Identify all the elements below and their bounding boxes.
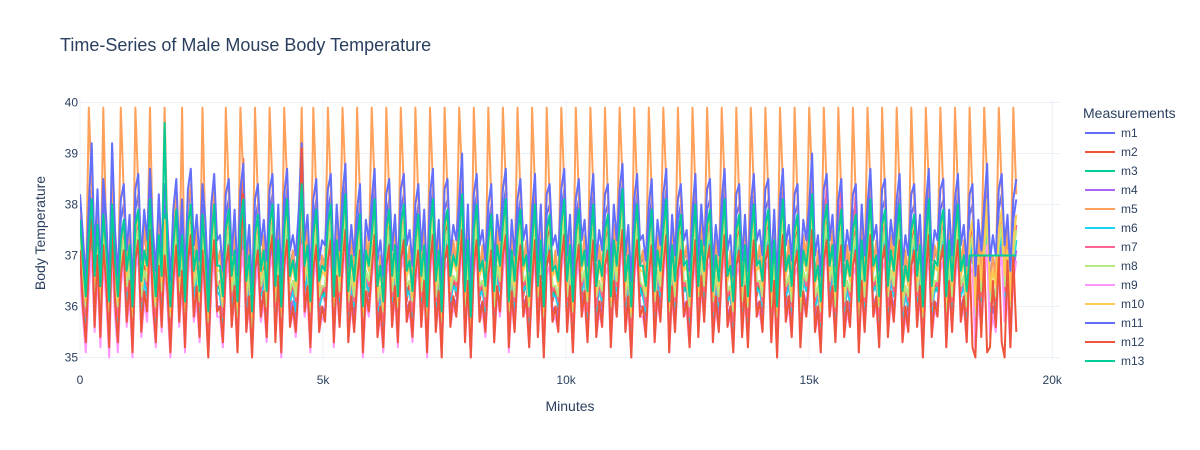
legend-label: m9 bbox=[1121, 278, 1138, 292]
legend-label: m8 bbox=[1121, 259, 1138, 273]
legend-label: m6 bbox=[1121, 221, 1138, 235]
legend-label: m10 bbox=[1121, 297, 1145, 311]
legend-label: m4 bbox=[1121, 183, 1138, 197]
legend-item-m3[interactable]: m3 bbox=[1085, 164, 1138, 178]
legend-label: m11 bbox=[1121, 316, 1144, 330]
x-tick-label: 20k bbox=[1043, 373, 1063, 387]
y-tick-label: 38 bbox=[65, 198, 79, 212]
legend-item-m9[interactable]: m9 bbox=[1085, 278, 1138, 292]
x-tick-label: 0 bbox=[77, 373, 84, 387]
legend-item-m13[interactable]: m13 bbox=[1085, 354, 1145, 368]
y-tick-label: 36 bbox=[65, 299, 79, 313]
legend-label: m12 bbox=[1121, 335, 1145, 349]
legend-label: m2 bbox=[1121, 145, 1138, 159]
y-tick-label: 39 bbox=[65, 147, 79, 161]
series-layer bbox=[80, 106, 1018, 359]
x-axis-label: Minutes bbox=[545, 398, 594, 414]
legend-title: Measurements bbox=[1083, 105, 1176, 121]
legend-item-m4[interactable]: m4 bbox=[1085, 183, 1138, 197]
legend-item-m8[interactable]: m8 bbox=[1085, 259, 1138, 273]
series-line-m12 bbox=[80, 147, 1018, 359]
x-tick-label: 5k bbox=[317, 373, 331, 387]
legend[interactable]: Measurements m1 m2 m3 m4 m5 m6 m7 m8 m9 m10 m11 m12… bbox=[1083, 105, 1176, 368]
legend-label: m3 bbox=[1121, 164, 1138, 178]
legend-item-m6[interactable]: m6 bbox=[1085, 221, 1138, 235]
legend-item-m12[interactable]: m12 bbox=[1085, 335, 1145, 349]
series-line-m11 bbox=[80, 142, 1018, 293]
y-tick-label: 35 bbox=[65, 350, 79, 364]
legend-label: m13 bbox=[1121, 354, 1145, 368]
y-tick-label: 37 bbox=[65, 248, 79, 262]
legend-label: m1 bbox=[1121, 126, 1138, 140]
legend-item-m7[interactable]: m7 bbox=[1085, 240, 1138, 254]
legend-label: m7 bbox=[1121, 240, 1138, 254]
legend-item-m5[interactable]: m5 bbox=[1085, 202, 1138, 216]
y-tick-label: 40 bbox=[65, 96, 79, 110]
legend-item-m11[interactable]: m11 bbox=[1085, 316, 1144, 330]
x-tick-label: 15k bbox=[799, 373, 819, 387]
legend-item-m10[interactable]: m10 bbox=[1085, 297, 1145, 311]
legend-item-m2[interactable]: m2 bbox=[1085, 145, 1138, 159]
x-axis-ticks: 0 5k 10k 15k 20k bbox=[77, 373, 1063, 387]
chart-title: Time-Series of Male Mouse Body Temperatu… bbox=[60, 35, 431, 55]
legend-label: m5 bbox=[1121, 202, 1138, 216]
series-line-m13 bbox=[80, 121, 1017, 318]
legend-item-m1[interactable]: m1 bbox=[1085, 126, 1138, 140]
x-tick-label: 10k bbox=[556, 373, 576, 387]
y-axis-label: Body Temperature bbox=[32, 176, 48, 290]
y-axis-ticks: 35 36 37 38 39 40 bbox=[65, 96, 79, 365]
